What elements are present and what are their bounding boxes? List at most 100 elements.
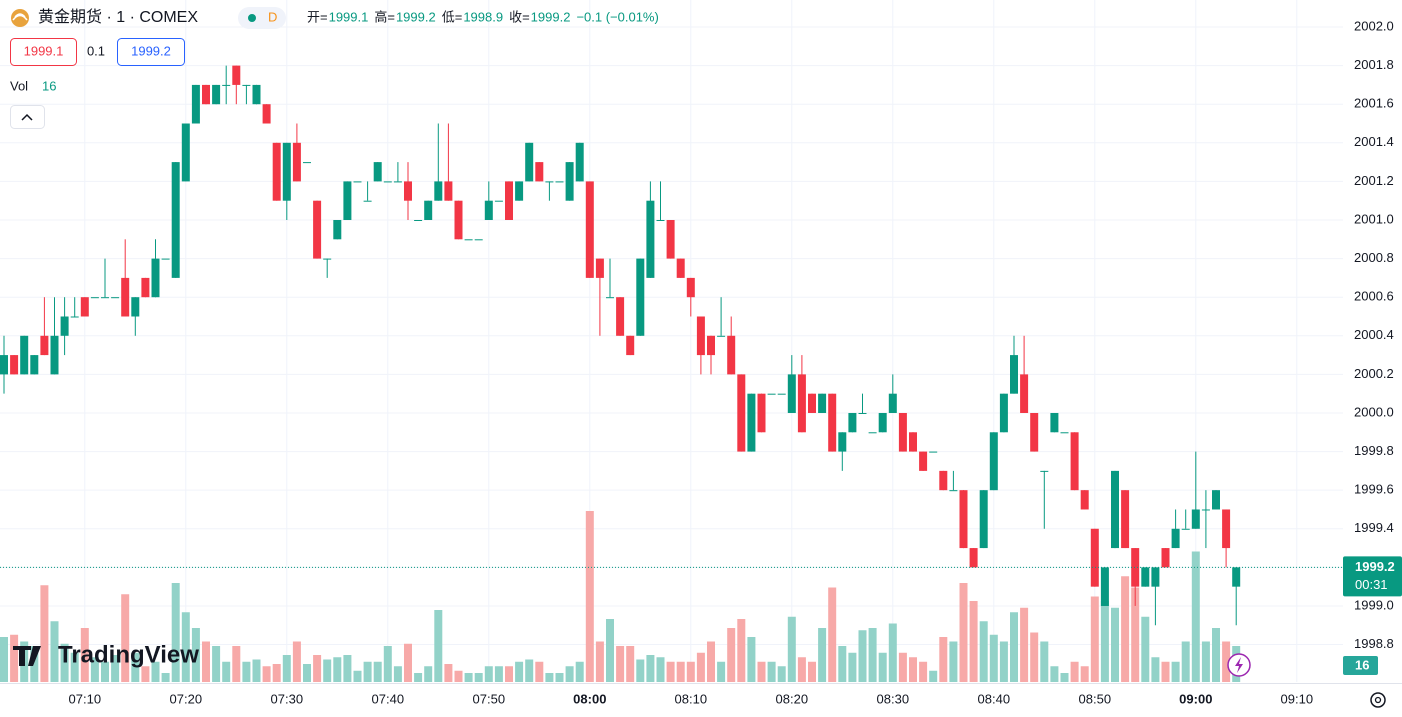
volume-bar	[747, 637, 756, 682]
candle-body	[292, 142, 301, 182]
volume-bar	[787, 616, 796, 682]
candle-body	[1171, 528, 1180, 549]
volume-bar	[919, 661, 928, 682]
volume-bar	[969, 601, 978, 682]
volume-bar	[535, 661, 544, 682]
volume-bar	[515, 661, 524, 682]
ohlc-value: 1999.1	[329, 9, 369, 24]
volume-bar	[353, 670, 362, 682]
volume-bar	[90, 657, 99, 682]
volume-bar	[797, 657, 806, 682]
settings-button[interactable]	[1370, 692, 1386, 708]
y-tick-label: 2000.6	[1354, 289, 1394, 304]
volume-bar	[1080, 666, 1089, 682]
ask-button[interactable]	[117, 38, 185, 66]
price-tag	[1343, 556, 1402, 597]
status-badge[interactable]	[238, 7, 286, 29]
candle-body	[111, 297, 120, 299]
x-tick-label: 08:40	[978, 691, 1011, 706]
candle-body	[1111, 470, 1119, 549]
volume-bar	[696, 652, 705, 682]
volume-bar	[1060, 673, 1069, 682]
candle-body	[1060, 432, 1069, 434]
candle-body	[717, 335, 726, 337]
volume-bar	[323, 659, 332, 682]
candle-body	[101, 297, 109, 299]
volume-bar	[626, 646, 635, 682]
candle-body	[313, 200, 322, 259]
candle-body	[767, 393, 776, 395]
candle-body	[959, 490, 968, 549]
candle-body	[10, 355, 19, 375]
volume-bar	[1171, 661, 1180, 682]
candle-body	[757, 393, 766, 433]
flash-icon	[1235, 657, 1243, 673]
x-tick-label: 07:50	[473, 691, 506, 706]
volume-bar	[222, 661, 231, 682]
volume-bar	[929, 670, 938, 682]
volume-bar	[101, 661, 109, 682]
volume-bar	[70, 652, 79, 682]
candle-body	[393, 181, 402, 183]
candle-body	[373, 162, 382, 182]
x-tick-label: 07:40	[372, 691, 405, 706]
ohlc-value: 1999.2	[531, 9, 571, 24]
ohlc-legend: 开= 1999.1 高= 1999.2 低= 1998.9 收= 1999.2 −0.1 (−0…	[307, 9, 659, 24]
volume-bar	[474, 673, 483, 682]
candle-body	[686, 277, 695, 298]
candle-body	[1232, 567, 1241, 587]
candle-body	[1161, 548, 1170, 568]
candle-body	[505, 181, 513, 220]
interval-badge: D	[268, 9, 277, 24]
collapse-icon	[21, 113, 33, 121]
symbol-logo	[11, 9, 29, 27]
volume-bar	[818, 628, 827, 682]
y-tick-label: 2001.4	[1354, 134, 1394, 149]
volume-bar	[858, 630, 867, 682]
collapse-button[interactable]	[10, 105, 45, 129]
volume-bar	[0, 637, 8, 682]
candle-body	[464, 239, 473, 241]
candle-body	[90, 297, 99, 299]
volume-bar	[454, 670, 463, 682]
ohlc-label: 低=	[442, 9, 463, 24]
volume-bar	[595, 641, 604, 682]
candle-body	[808, 393, 816, 413]
candle-body	[919, 451, 928, 471]
volume-bar	[404, 643, 412, 682]
candle-body	[333, 220, 342, 240]
volume-bar	[979, 621, 988, 682]
volume-bar	[393, 666, 402, 682]
volume-bar	[313, 655, 322, 682]
volume-bar	[565, 666, 574, 682]
bid-button[interactable]	[10, 38, 77, 66]
volume-bar	[10, 634, 19, 682]
ohlc-label: 收=	[509, 9, 530, 24]
volume-bar	[939, 637, 948, 682]
volume-bar	[1040, 641, 1049, 682]
candle-body	[656, 220, 665, 221]
volume-bar	[272, 664, 281, 682]
volume-bar	[1222, 641, 1231, 682]
y-tick-label: 2000.4	[1354, 327, 1394, 342]
candle-body	[80, 297, 89, 317]
candle-body	[30, 355, 39, 375]
candle-body	[989, 432, 998, 491]
volume-bar	[171, 583, 180, 682]
candle-body	[818, 393, 827, 413]
volume-bar	[363, 661, 372, 682]
candle-body	[1181, 528, 1190, 530]
symbol-logo-mark	[12, 13, 28, 21]
candle-body	[424, 200, 433, 220]
candle-body	[1131, 548, 1140, 587]
volume-bar	[1191, 551, 1200, 682]
candle-body	[474, 239, 483, 241]
candle-body	[252, 84, 261, 105]
candle-body	[131, 297, 140, 317]
candle-body	[272, 142, 281, 201]
candle-body	[999, 393, 1008, 433]
volume-bar	[808, 661, 816, 682]
x-tick-label: 08:30	[877, 691, 910, 706]
candle-body	[242, 84, 251, 86]
volume-bar	[646, 655, 655, 682]
